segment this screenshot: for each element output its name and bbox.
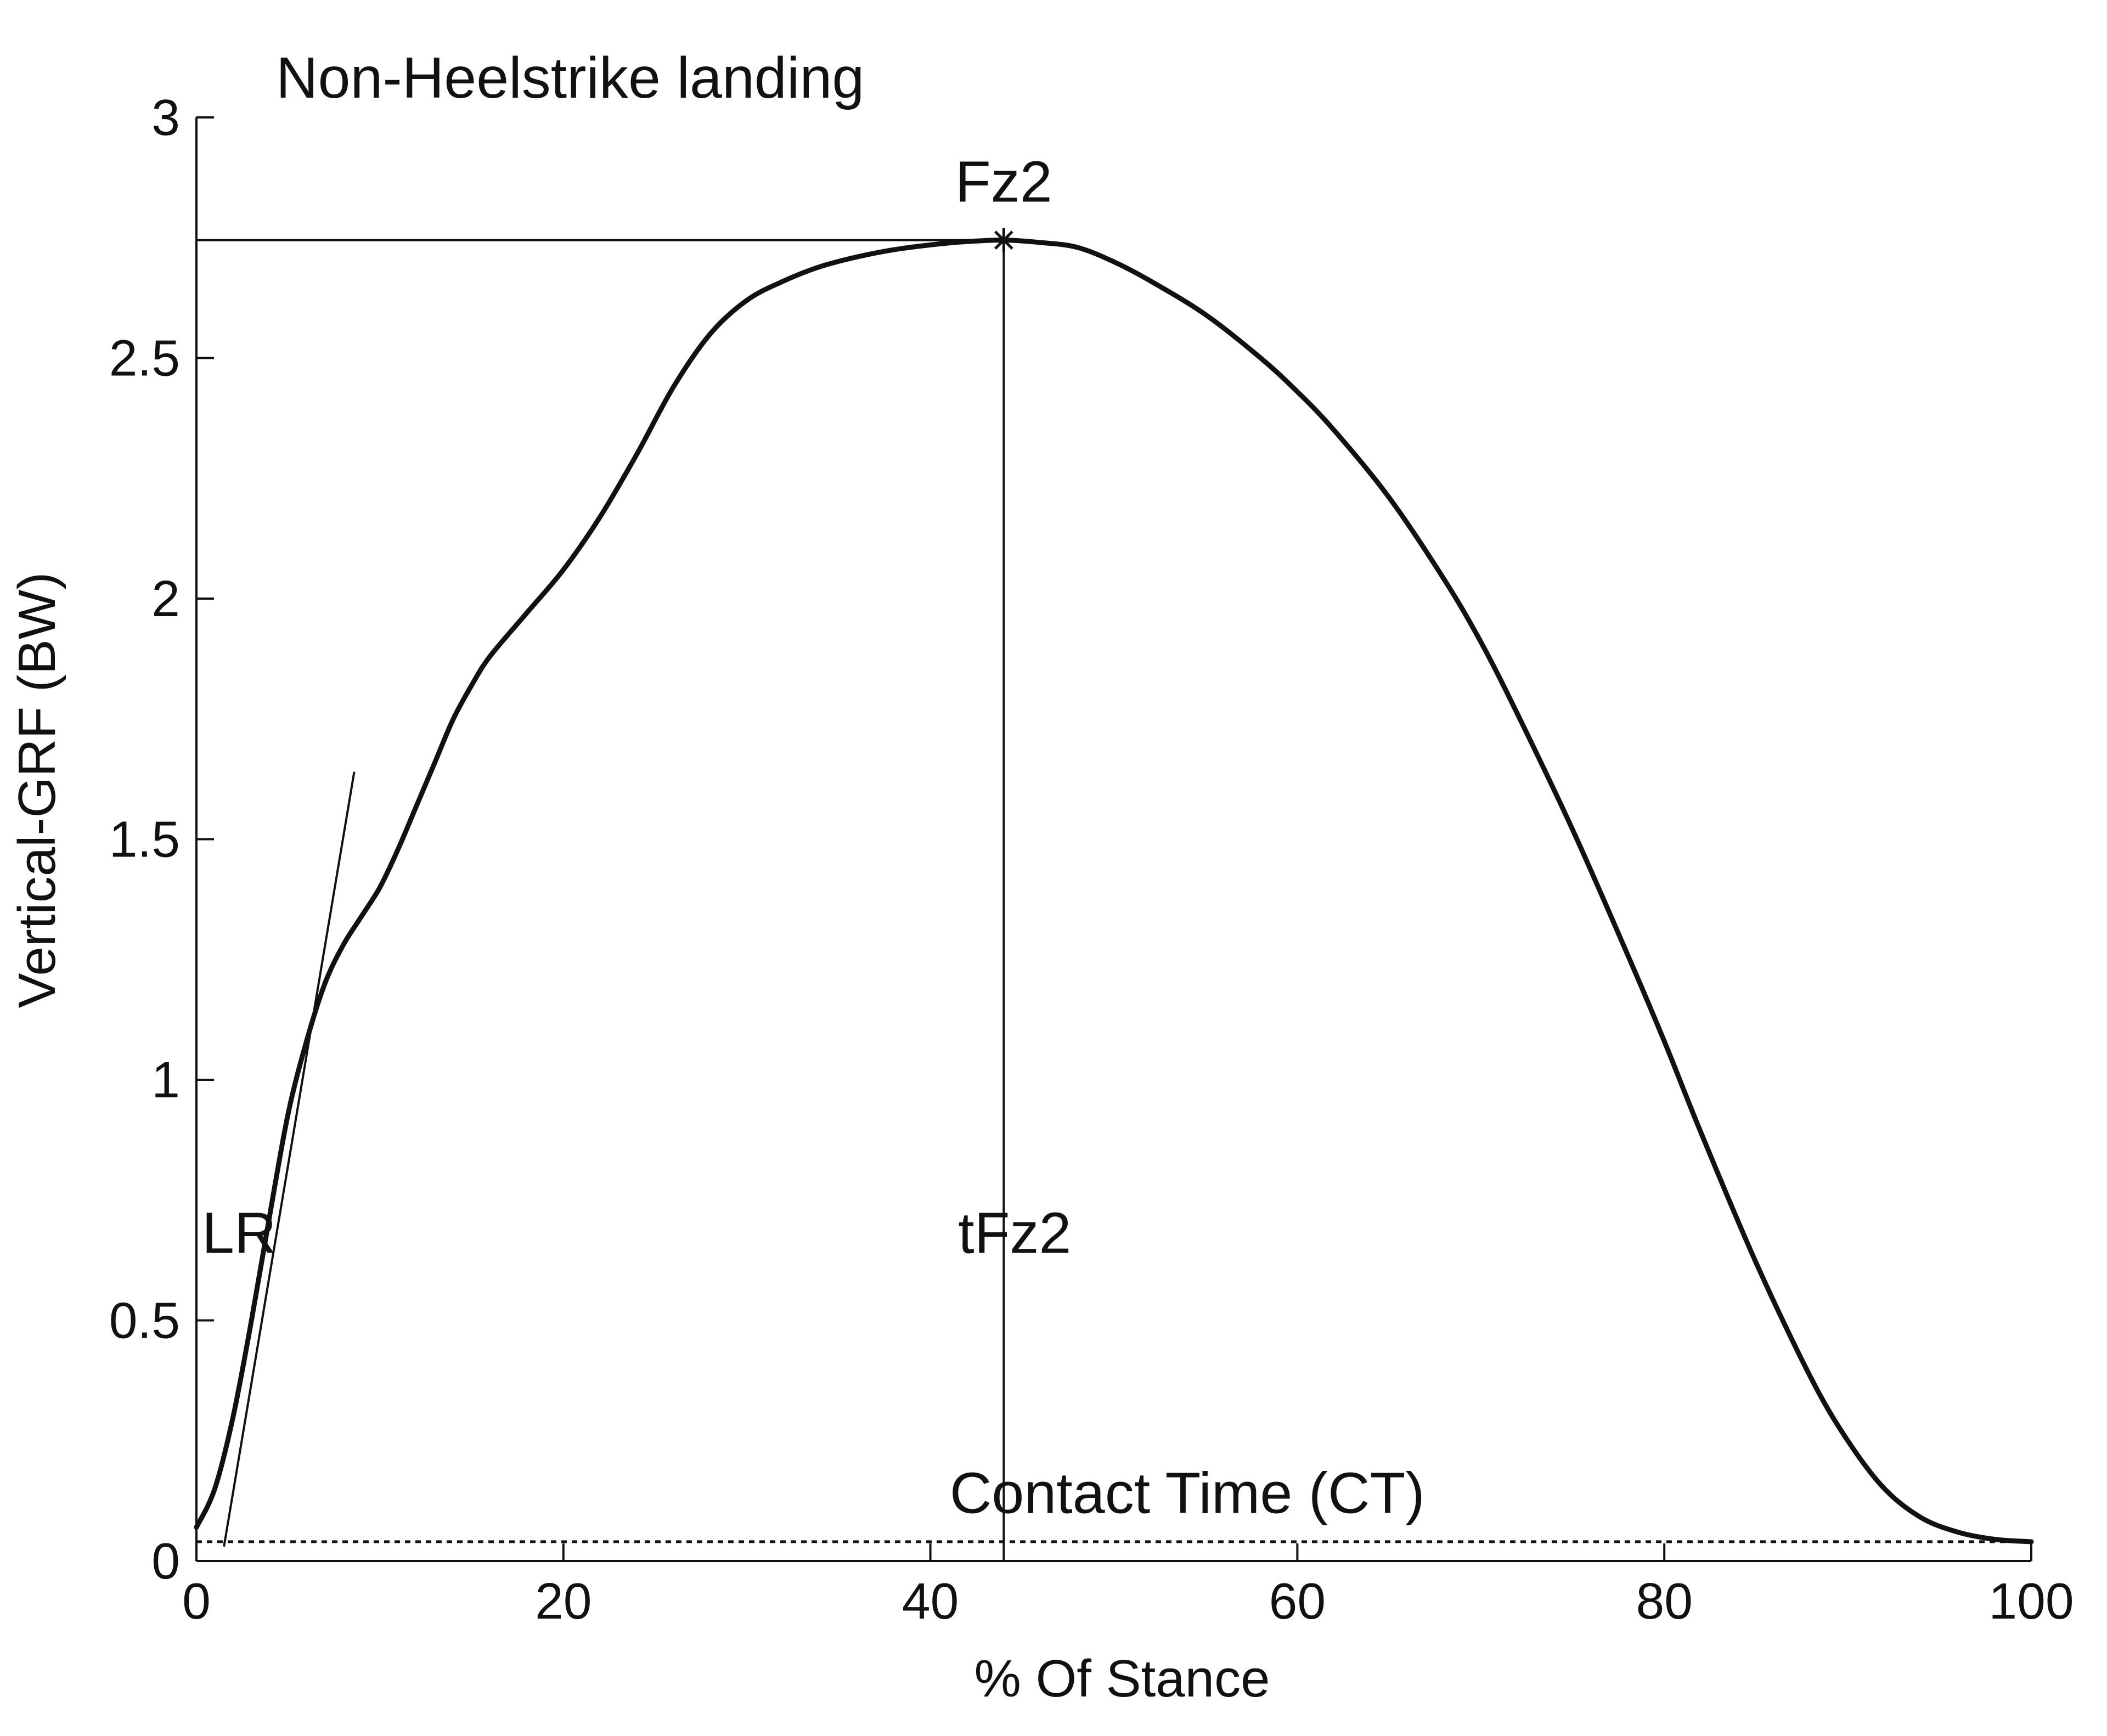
x-tick-label: 60	[1269, 1572, 1326, 1630]
x-ticks: 0 20 40 60 80 100	[182, 1543, 2074, 1630]
y-tick-label: 0.5	[109, 1292, 180, 1349]
x-tick-label: 0	[182, 1572, 211, 1630]
contact-time-label: Contact Time (CT)	[950, 1461, 1425, 1525]
y-axis-title: Vertical-GRF (BW)	[8, 572, 66, 1008]
loading-rate-label: LR	[202, 1201, 277, 1266]
peak-time-label: tFz2	[958, 1201, 1071, 1266]
peak-label: Fz2	[955, 150, 1052, 215]
loading-rate-tangent	[223, 771, 356, 1547]
chart-title: Non-Heelstrike landing	[276, 46, 864, 110]
y-tick-label: 3	[151, 89, 180, 146]
y-tick-label: 1.5	[109, 811, 180, 868]
y-tick-label: 2	[151, 570, 180, 627]
peak-marker	[991, 228, 1016, 252]
axes	[195, 117, 2031, 1562]
x-axis-title: % Of Stance	[974, 1649, 1270, 1708]
y-ticks: 0 0.5 1 1.5 2 2.5 3	[109, 89, 214, 1590]
x-tick-label: 80	[1636, 1572, 1692, 1630]
vgrf-curve	[194, 238, 2034, 1545]
y-tick-label: 2.5	[109, 330, 180, 387]
reference-lines	[196, 239, 2031, 1561]
y-tick-label: 0	[151, 1532, 180, 1590]
x-tick-label: 20	[535, 1572, 591, 1630]
peak-marker-stroke	[994, 230, 1013, 250]
x-tick-label: 100	[1988, 1572, 2074, 1630]
x-tick-label: 40	[902, 1572, 959, 1630]
y-tick-label: 1	[151, 1051, 180, 1108]
